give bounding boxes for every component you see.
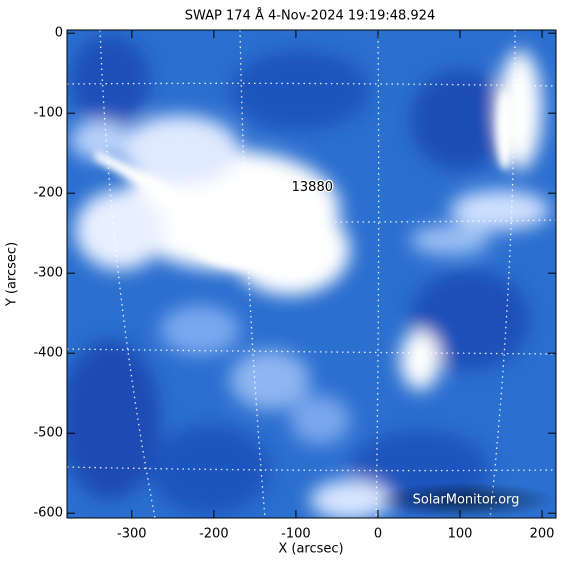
grid-line [67,466,556,472]
x-tick-label: 200 [530,527,555,542]
grid-line [67,82,556,87]
y-tick-label: -400 [33,346,63,361]
grid-line [67,348,556,355]
plot-frame [66,29,557,519]
y-tick-label: -100 [33,106,63,121]
y-tick-label: 0 [55,26,63,41]
x-axis-label: X (arcsec) [278,542,343,557]
x-tick-label: -200 [199,527,229,542]
y-axis-label: Y (arcsec) [5,242,20,307]
grid-line [99,30,156,518]
annotation: 13880 [292,180,333,195]
grid-line [334,219,556,223]
y-tick-label: -200 [33,186,63,201]
y-tick-label: -600 [33,506,63,521]
solar-image [67,30,556,518]
chart-title: SWAP 174 Å 4-Nov-2024 19:19:48.924 [185,8,435,24]
watermark: SolarMonitor.org [413,493,520,508]
y-tick-label: -300 [33,266,63,281]
x-tick-label: 100 [448,527,473,542]
x-tick-label: 0 [374,527,382,542]
x-tick-label: -300 [117,527,147,542]
y-tick-label: -500 [33,426,63,441]
x-tick-label: -100 [281,527,311,542]
watermark-glow [376,482,556,518]
